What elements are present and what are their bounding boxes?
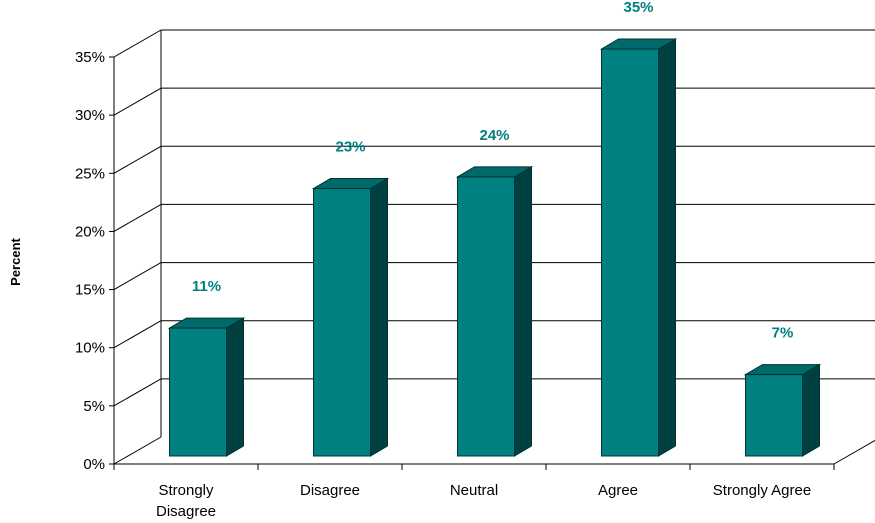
bar-side [226, 317, 244, 457]
category-label: Strongly Agree [713, 482, 811, 499]
y-tick-label: 10% [75, 340, 105, 357]
bar-series [167, 38, 822, 457]
bar-front [313, 188, 371, 457]
category-label: Neutral [450, 482, 498, 499]
bar [167, 317, 246, 457]
bar-front [457, 176, 515, 457]
data-label: 23% [335, 139, 365, 156]
data-label: 7% [772, 325, 794, 342]
gridline-diagonal [113, 262, 162, 291]
chart-axes [113, 30, 875, 470]
gridline-diagonal [113, 320, 162, 349]
data-labels: 11% 23% 24% 35% 7% [192, 0, 793, 342]
bar-side [802, 363, 820, 457]
y-tick-label: 15% [75, 282, 105, 299]
data-label: 35% [623, 0, 653, 16]
gridline-diagonal [113, 436, 162, 465]
bar-side [514, 166, 532, 457]
gridline-diagonal [113, 203, 162, 232]
bar [599, 38, 678, 457]
y-tick-label: 20% [75, 223, 105, 240]
bar-front [601, 48, 659, 457]
category-label: Strongly Disagree [156, 482, 216, 520]
gridline-diagonal [113, 145, 162, 174]
gridline-diagonal [113, 87, 162, 116]
bar-front [745, 374, 803, 457]
bar-side [658, 38, 676, 457]
y-tick-label: 30% [75, 107, 105, 124]
bar [743, 363, 822, 457]
bar [455, 166, 534, 457]
y-axis-ticks: 0% 5% 10% 15% 20% 25% 30% 35% [75, 49, 114, 473]
data-label: 11% [192, 278, 221, 295]
gridline-diagonal [113, 378, 162, 407]
data-label: 24% [479, 127, 509, 144]
bar-front [169, 327, 227, 457]
x-axis-categories: Strongly Disagree Disagree Neutral Agree Stro… [156, 482, 811, 520]
bar [311, 177, 390, 457]
gridline-diagonal [113, 29, 162, 58]
floor-right-edge [833, 439, 875, 465]
y-tick-label: 35% [75, 49, 105, 66]
y-axis-title: Percent [8, 237, 23, 285]
y-tick-label: 5% [83, 398, 105, 415]
y-tick-label: 0% [83, 456, 105, 473]
y-tick-label: 25% [75, 165, 105, 182]
bar-side [370, 177, 388, 457]
category-label: Agree [598, 482, 638, 499]
category-label: Disagree [300, 482, 360, 499]
